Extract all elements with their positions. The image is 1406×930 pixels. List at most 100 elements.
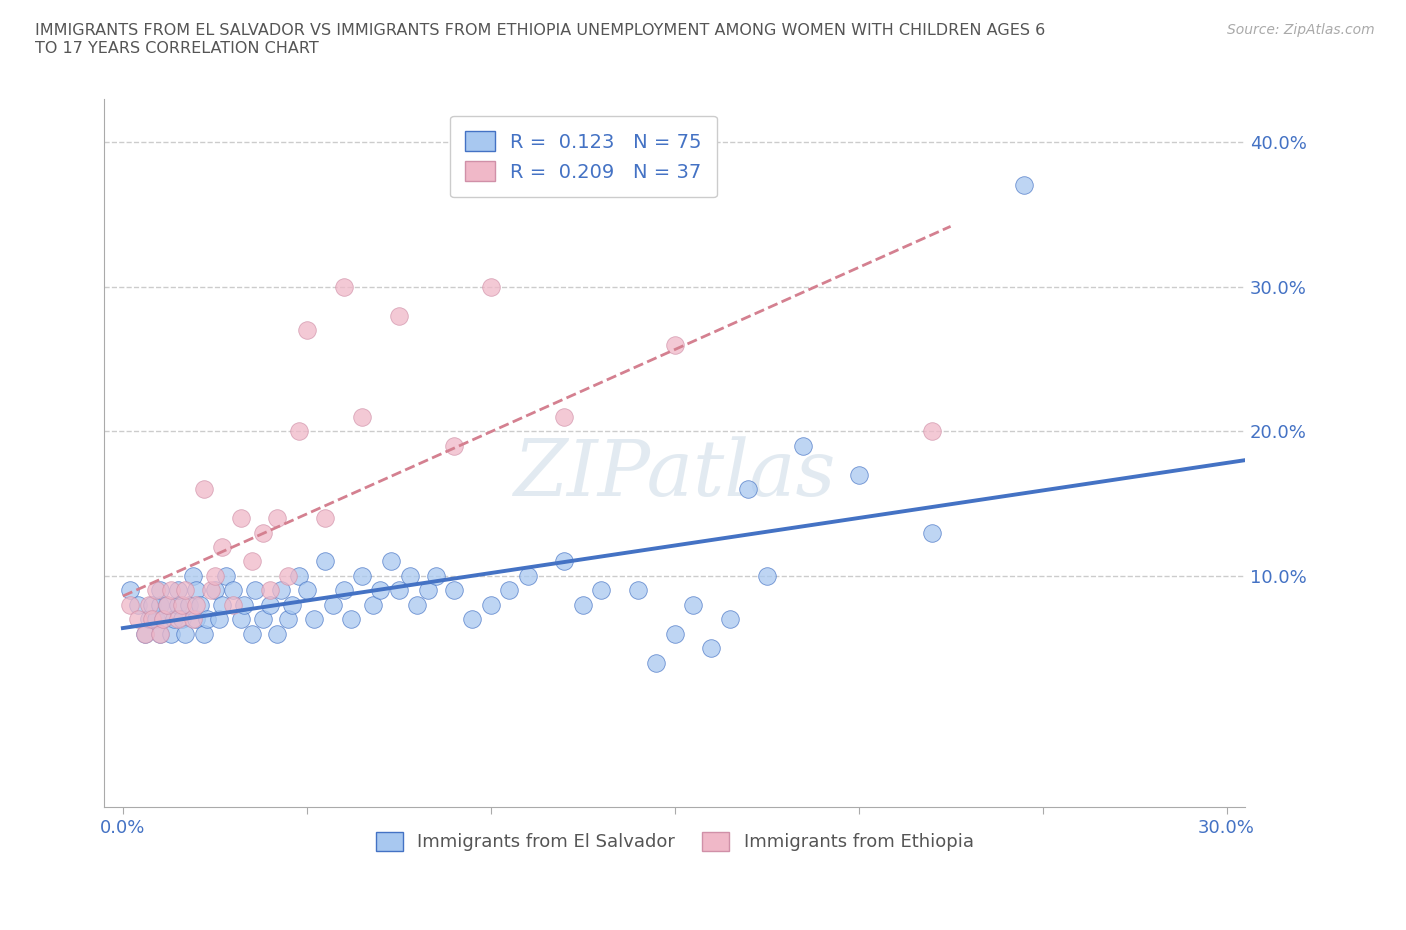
Point: [174, 583, 197, 598]
Point: [170, 612, 193, 627]
Point: [443, 583, 465, 598]
Point: [516, 568, 538, 583]
Point: [252, 612, 274, 627]
Point: [277, 612, 299, 627]
Point: [322, 597, 344, 612]
Point: [204, 568, 226, 583]
Point: [718, 612, 741, 627]
Point: [921, 424, 943, 439]
Point: [197, 612, 219, 627]
Point: [418, 583, 440, 598]
Point: [170, 597, 193, 612]
Point: [181, 568, 204, 583]
Point: [167, 597, 190, 612]
Point: [174, 627, 197, 642]
Point: [277, 568, 299, 583]
Point: [645, 656, 668, 671]
Point: [159, 627, 181, 642]
Point: [281, 597, 304, 612]
Point: [332, 279, 354, 294]
Point: [222, 597, 245, 612]
Point: [211, 597, 233, 612]
Point: [388, 583, 411, 598]
Point: [193, 627, 215, 642]
Point: [138, 597, 160, 612]
Point: [571, 597, 593, 612]
Point: [145, 583, 167, 598]
Point: [145, 612, 167, 627]
Point: [398, 568, 420, 583]
Point: [152, 612, 174, 627]
Point: [159, 583, 181, 598]
Point: [553, 409, 575, 424]
Point: [229, 612, 252, 627]
Point: [406, 597, 429, 612]
Point: [314, 554, 336, 569]
Point: [498, 583, 520, 598]
Point: [245, 583, 267, 598]
Point: [167, 583, 190, 598]
Point: [177, 597, 200, 612]
Point: [553, 554, 575, 569]
Point: [222, 583, 245, 598]
Point: [259, 583, 281, 598]
Point: [295, 323, 318, 338]
Point: [314, 511, 336, 525]
Point: [215, 568, 238, 583]
Point: [167, 612, 190, 627]
Point: [1012, 178, 1035, 193]
Point: [288, 568, 311, 583]
Point: [186, 583, 208, 598]
Point: [302, 612, 325, 627]
Point: [350, 568, 373, 583]
Point: [120, 583, 142, 598]
Point: [193, 482, 215, 497]
Point: [350, 409, 373, 424]
Point: [627, 583, 650, 598]
Point: [229, 511, 252, 525]
Point: [200, 583, 222, 598]
Point: [425, 568, 447, 583]
Text: IMMIGRANTS FROM EL SALVADOR VS IMMIGRANTS FROM ETHIOPIA UNEMPLOYMENT AMONG WOMEN: IMMIGRANTS FROM EL SALVADOR VS IMMIGRANT…: [35, 23, 1046, 56]
Point: [138, 612, 160, 627]
Point: [134, 627, 156, 642]
Point: [186, 612, 208, 627]
Point: [120, 597, 142, 612]
Point: [181, 612, 204, 627]
Point: [388, 308, 411, 323]
Point: [682, 597, 704, 612]
Point: [461, 612, 484, 627]
Point: [266, 627, 288, 642]
Point: [848, 467, 870, 482]
Point: [186, 597, 208, 612]
Point: [149, 597, 172, 612]
Point: [207, 612, 229, 627]
Point: [233, 597, 256, 612]
Point: [332, 583, 354, 598]
Point: [259, 597, 281, 612]
Point: [792, 438, 814, 453]
Point: [211, 539, 233, 554]
Point: [127, 597, 149, 612]
Point: [370, 583, 392, 598]
Point: [127, 612, 149, 627]
Point: [664, 337, 686, 352]
Point: [737, 482, 759, 497]
Point: [152, 612, 174, 627]
Point: [700, 641, 723, 656]
Point: [295, 583, 318, 598]
Text: Source: ZipAtlas.com: Source: ZipAtlas.com: [1227, 23, 1375, 37]
Point: [361, 597, 384, 612]
Point: [288, 424, 311, 439]
Point: [156, 597, 179, 612]
Point: [240, 554, 263, 569]
Point: [188, 597, 211, 612]
Point: [380, 554, 402, 569]
Point: [591, 583, 613, 598]
Point: [204, 583, 226, 598]
Point: [266, 511, 288, 525]
Point: [479, 597, 502, 612]
Point: [921, 525, 943, 540]
Point: [149, 583, 172, 598]
Point: [252, 525, 274, 540]
